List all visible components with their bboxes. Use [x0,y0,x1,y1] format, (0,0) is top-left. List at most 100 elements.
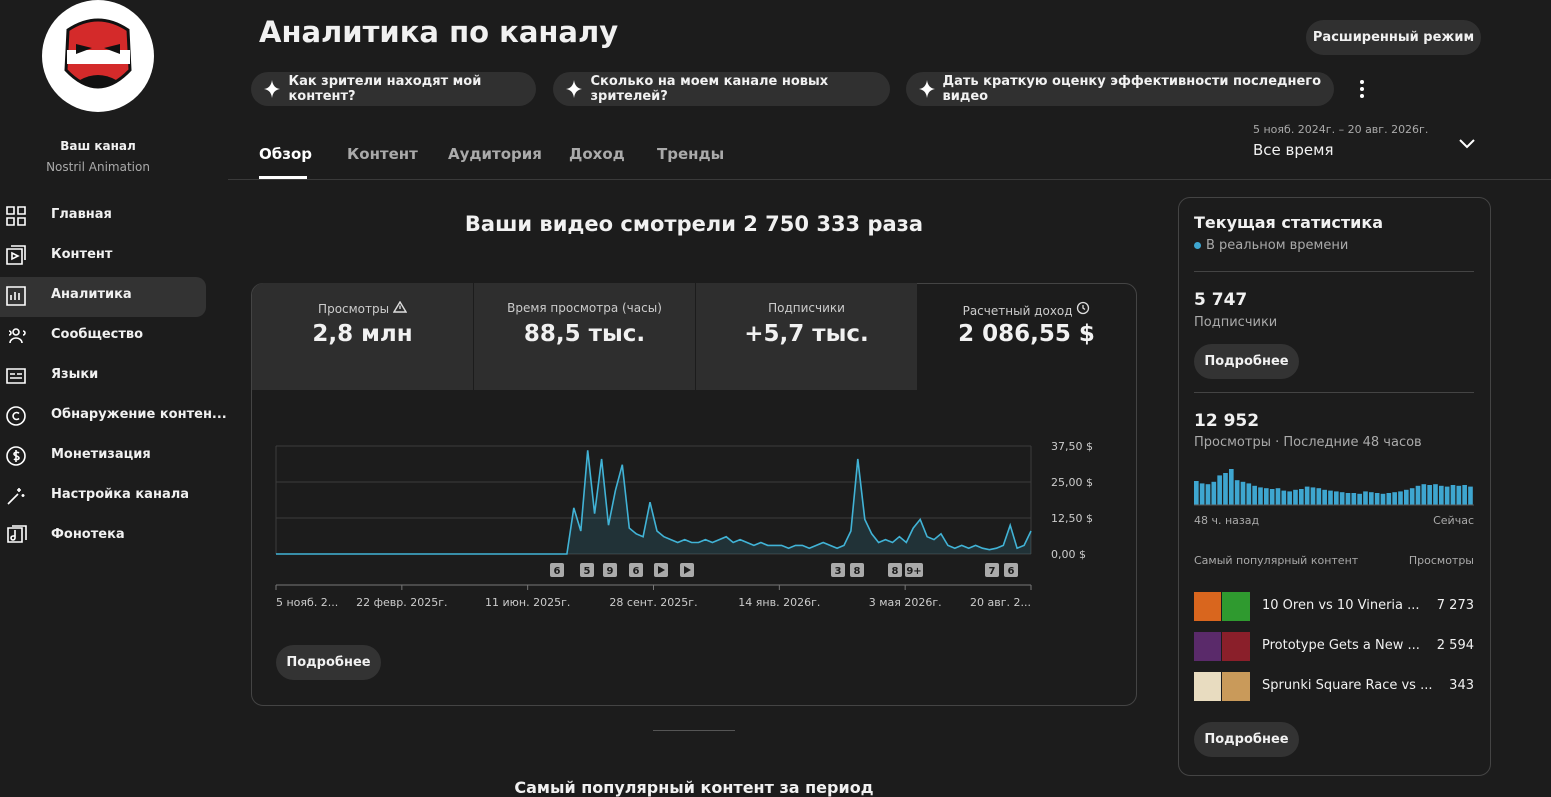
video-marker [550,563,564,577]
metric[interactable]: Время просмотра (часы) 88,5 тыс. [473,283,695,390]
bar [1217,475,1222,505]
y-tick-label: 12,50 $ [1051,512,1093,525]
bar [1223,473,1228,505]
nav-item[interactable]: Сообщество [51,327,144,342]
bar-end-label: Сейчас [1433,514,1474,527]
bar [1456,485,1462,505]
page-title: Аналитика по каналу [259,15,619,49]
realtime-card [1178,197,1491,776]
bar [1246,483,1252,505]
more-icon[interactable] [1352,78,1372,100]
icon-shape [8,328,26,344]
advanced-button[interactable]: Расширенный режим [1306,20,1481,55]
bar [1386,493,1392,505]
bar [1363,491,1368,505]
bar [1374,493,1380,505]
bar [1421,484,1427,505]
x-tick-label: 5 нояб. 2... [276,596,338,609]
content-views: 343 [1449,678,1474,693]
bar [1264,488,1269,505]
bar [1299,489,1304,505]
metric-value: 2,8 млн [312,321,413,347]
nav-item[interactable]: Контент [51,247,113,262]
bar [1398,491,1403,505]
headline: Ваши видео смотрели 2 750 333 раза [464,212,924,236]
bar [1334,491,1339,505]
metric-label-text: Просмотры [318,302,390,316]
tab[interactable]: Аудитория [448,145,542,163]
metric-value: 88,5 тыс. [523,321,646,347]
y-tick-label: 0,00 $ [1051,548,1086,561]
nav-icon [6,446,26,466]
views-bar-chart [1194,469,1474,506]
bar [1404,489,1409,505]
bar [1205,484,1211,505]
bar [1293,489,1298,505]
chevron[interactable] [1458,137,1476,151]
realtime-more-button[interactable]: Подробнее [1194,722,1299,757]
nav-icon [7,488,25,505]
video-marker-label: 6 [554,566,561,577]
bar [1258,487,1263,505]
nav-item[interactable]: Настройка канала [51,487,190,502]
video-marker [985,563,999,577]
play-icon [658,566,665,574]
bar [1444,486,1450,505]
nav-active-bg [0,277,206,317]
divider [228,179,1551,180]
content-title[interactable]: Prototype Gets a New ... [1262,638,1420,653]
sparkle-icon [264,80,280,98]
bar [1240,481,1246,505]
nav-item[interactable]: Главная [51,207,112,222]
video-marker-label: 6 [633,566,640,577]
nav-item[interactable]: Аналитика [51,287,132,302]
metric[interactable]: Просмотры 2,8 млн [252,283,473,390]
video-marker [850,563,864,577]
content-title[interactable]: 10 Oren vs 10 Vineria ... [1262,598,1420,613]
suggestion[interactable]: Сколько на моем канале новых зрителей? [553,72,890,106]
views-label: Просмотры · Последние 48 часов [1194,435,1422,450]
content-title[interactable]: Sprunki Square Race vs ... [1262,678,1433,693]
nav-item[interactable]: Обнаружение контен... [51,407,227,422]
x-tick-label: 11 июн. 2025г. [485,596,570,609]
thumbnails [1194,592,1250,701]
suggestion[interactable]: Дать краткую оценку эффективности послед… [906,72,1334,106]
bar [1234,480,1240,505]
subscribers-button[interactable]: Подробнее [1194,344,1299,379]
bar [1199,483,1205,505]
y-tick-label: 37,50 $ [1051,440,1093,453]
bar [1415,485,1421,505]
more-button[interactable]: Подробнее [276,645,381,680]
views-value: 12 952 [1194,411,1260,431]
tab[interactable]: Обзор [259,145,312,163]
avatar[interactable] [40,0,156,112]
nav-item[interactable]: Фонотека [51,527,125,542]
divider [1194,392,1474,393]
date-range: 5 нояб. 2024г. – 20 авг. 2026г. [1253,123,1429,136]
bar [1316,488,1322,505]
y-tick-label: 25,00 $ [1051,476,1093,489]
metric[interactable]: Расчетный доход 2 086,55 $ [916,283,1137,390]
suggestion[interactable]: Как зрители находят мой контент? [251,72,536,106]
metric-label: Время просмотра (часы) [507,301,662,315]
sparkle-icon [919,80,935,98]
line [276,450,1032,555]
nav-item[interactable]: Монетизация [51,447,151,462]
nav-item[interactable]: Языки [51,367,99,382]
tab[interactable]: Тренды [657,145,725,163]
channel-label: Ваш канал [60,139,136,153]
tab[interactable]: Контент [347,145,418,163]
icon-shape [6,406,26,426]
bar [1281,490,1287,505]
play-icon [684,566,691,574]
x-tick-label: 14 янв. 2026г. [738,596,820,609]
next-section-title: Самый популярный контент за период [514,778,874,797]
tab[interactable]: Доход [569,145,625,163]
video-marker [580,563,594,577]
period[interactable]: Все время [1253,141,1334,159]
bar [1194,481,1199,505]
suggestion-text: Дать краткую оценку эффективности послед… [942,74,1322,104]
area [276,450,1031,554]
metric[interactable]: Подписчики +5,7 тыс. [695,283,917,390]
